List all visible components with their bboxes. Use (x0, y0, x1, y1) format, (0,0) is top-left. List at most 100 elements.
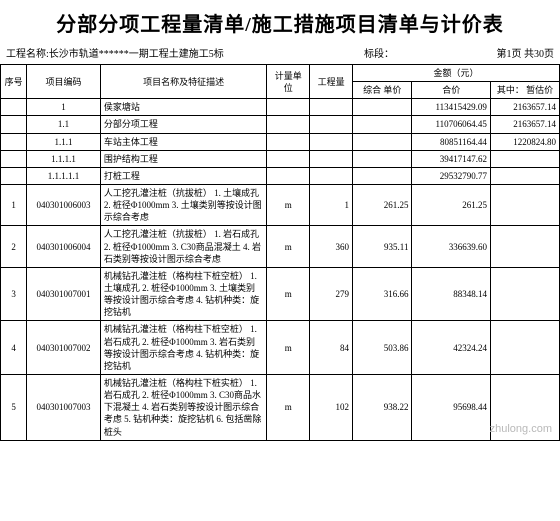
cell-code: 040301006003 (27, 184, 101, 225)
cell-seq (1, 116, 27, 133)
cell-qty: 102 (310, 374, 353, 440)
cell-total: 336639.60 (412, 226, 490, 267)
th-unit-price: 综合 单价 (353, 82, 412, 99)
cell-code: 1 (27, 99, 101, 116)
cell-qty: 360 (310, 226, 353, 267)
cell-qty (310, 150, 353, 167)
cell-desc: 机械钻孔灌注桩（格构柱下桩空桩） 1. 土壤成孔 2. 桩径Φ1000mm 3.… (100, 267, 266, 321)
cell-unit (267, 116, 310, 133)
th-code: 项目编码 (27, 65, 101, 99)
cell-code: 1.1 (27, 116, 101, 133)
cell-unit-price: 503.86 (353, 321, 412, 375)
project-value: 长沙市轨道******一期工程土建施工5标 (49, 49, 224, 60)
table-row: 1侯家塘站 113415429.092163657.14 (1, 99, 560, 116)
cell-qty (310, 99, 353, 116)
cell-desc: 打桩工程 (100, 167, 266, 184)
cell-desc: 车站主体工程 (100, 133, 266, 150)
cell-qty: 1 (310, 184, 353, 225)
page-info: 第1页 共30页 (464, 45, 554, 60)
cell-unit: m (267, 267, 310, 321)
cell-qty (310, 167, 353, 184)
cell-seq: 3 (1, 267, 27, 321)
cell-unit-price (353, 99, 412, 116)
th-provisional: 其中： 暂估价 (490, 82, 559, 99)
cell-total: 42324.24 (412, 321, 490, 375)
table-row: 1.1.1.1围护结构工程 39417147.62 (1, 150, 560, 167)
cell-code: 1.1.1 (27, 133, 101, 150)
cell-provisional (490, 321, 559, 375)
cell-provisional (490, 150, 559, 167)
cell-desc: 机械钻孔灌注桩（格构柱下桩空桩） 1. 岩石成孔 2. 桩径Φ1000mm 3.… (100, 321, 266, 375)
project-name: 工程名称:长沙市轨道******一期工程土建施工5标 (6, 45, 364, 60)
cell-unit: m (267, 374, 310, 440)
cell-provisional: 2163657.14 (490, 116, 559, 133)
meta-row: 工程名称:长沙市轨道******一期工程土建施工5标 标段： 第1页 共30页 (0, 43, 560, 64)
cell-unit-price: 938.22 (353, 374, 412, 440)
cell-seq: 5 (1, 374, 27, 440)
cell-desc: 人工挖孔灌注桩（抗拔桩） 1. 岩石成孔 2. 桩径Φ1000mm 3. C30… (100, 226, 266, 267)
cell-desc: 侯家塘站 (100, 99, 266, 116)
cell-unit-price: 316.66 (353, 267, 412, 321)
cell-provisional: 2163657.14 (490, 99, 559, 116)
th-qty: 工程量 (310, 65, 353, 99)
cell-unit (267, 167, 310, 184)
cell-unit: m (267, 321, 310, 375)
cell-seq (1, 99, 27, 116)
th-seq: 序号 (1, 65, 27, 99)
cell-provisional (490, 226, 559, 267)
cell-unit: m (267, 226, 310, 267)
cell-seq: 4 (1, 321, 27, 375)
cell-code: 1.1.1.1 (27, 150, 101, 167)
table-row: 2040301006004人工挖孔灌注桩（抗拔桩） 1. 岩石成孔 2. 桩径Φ… (1, 226, 560, 267)
cell-total: 110706064.45 (412, 116, 490, 133)
cell-code: 040301007001 (27, 267, 101, 321)
table-row: 1.1.1车站主体工程 80851164.441220824.80 (1, 133, 560, 150)
cell-seq: 1 (1, 184, 27, 225)
cell-desc: 机械钻孔灌注桩（格构柱下桩实桩） 1. 岩石成孔 2. 桩径Φ1000mm 3.… (100, 374, 266, 440)
cell-unit: m (267, 184, 310, 225)
cell-unit (267, 150, 310, 167)
table-row: 1.1.1.1.1打桩工程29532790.77 (1, 167, 560, 184)
section-label: 标段： (364, 45, 464, 60)
table-row: 1040301006003人工挖孔灌注桩（抗拔桩） 1. 土壤成孔 2. 桩径Φ… (1, 184, 560, 225)
cell-total: 113415429.09 (412, 99, 490, 116)
cell-code: 040301007002 (27, 321, 101, 375)
cell-code: 040301007003 (27, 374, 101, 440)
cell-seq (1, 150, 27, 167)
bill-table: 序号 项目编码 项目名称及特征描述 计量单位 工程量 金额（元） 综合 单价 合… (0, 64, 560, 441)
th-desc: 项目名称及特征描述 (100, 65, 266, 99)
table-body: 1侯家塘站113415429.092163657.141.1分部分项工程1107… (1, 99, 560, 440)
cell-desc: 围护结构工程 (100, 150, 266, 167)
table-row: 5040301007003机械钻孔灌注桩（格构柱下桩实桩） 1. 岩石成孔 2.… (1, 374, 560, 440)
table-row: 1.1分部分项工程110706064.452163657.14 (1, 116, 560, 133)
cell-total: 261.25 (412, 184, 490, 225)
table-header: 序号 项目编码 项目名称及特征描述 计量单位 工程量 金额（元） 综合 单价 合… (1, 65, 560, 99)
cell-provisional (490, 374, 559, 440)
table-row: 4040301007002机械钻孔灌注桩（格构柱下桩空桩） 1. 岩石成孔 2.… (1, 321, 560, 375)
cell-qty (310, 116, 353, 133)
cell-unit (267, 99, 310, 116)
cell-unit (267, 133, 310, 150)
cell-unit-price: 935.11 (353, 226, 412, 267)
cell-provisional (490, 267, 559, 321)
table-row: 3040301007001机械钻孔灌注桩（格构柱下桩空桩） 1. 土壤成孔 2.… (1, 267, 560, 321)
cell-unit-price: 261.25 (353, 184, 412, 225)
cell-qty: 279 (310, 267, 353, 321)
cell-total: 39417147.62 (412, 150, 490, 167)
cell-code: 1.1.1.1.1 (27, 167, 101, 184)
cell-seq (1, 133, 27, 150)
cell-total: 88348.14 (412, 267, 490, 321)
cell-provisional: 1220824.80 (490, 133, 559, 150)
th-total-price: 合价 (412, 82, 490, 99)
page-title: 分部分项工程量清单/施工措施项目清单与计价表 (0, 0, 560, 43)
cell-seq (1, 167, 27, 184)
cell-provisional (490, 184, 559, 225)
cell-total: 95698.44 (412, 374, 490, 440)
cell-unit-price (353, 150, 412, 167)
cell-unit-price (353, 133, 412, 150)
cell-total: 80851164.44 (412, 133, 490, 150)
th-amount-group: 金额（元） (353, 65, 560, 82)
cell-unit-price (353, 116, 412, 133)
cell-seq: 2 (1, 226, 27, 267)
cell-code: 040301006004 (27, 226, 101, 267)
